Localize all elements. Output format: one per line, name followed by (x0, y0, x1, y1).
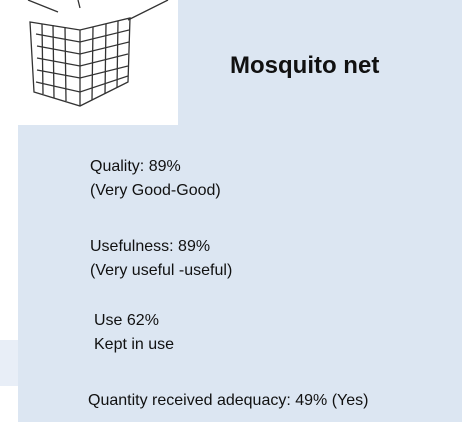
quality-note: (Very Good-Good) (90, 182, 221, 200)
usefulness-note: (Very useful -useful) (90, 262, 232, 280)
usefulness-label: Usefulness: 89% (90, 238, 210, 256)
net-sketch (18, 0, 178, 125)
page: Mosquito net Quality: 89% (Very Good-Goo… (0, 0, 462, 436)
adequacy-label: Quantity received adequacy: 49% (Yes) (88, 392, 368, 410)
title: Mosquito net (230, 52, 379, 80)
quality-label: Quality: 89% (90, 158, 181, 176)
use-label: Use 62% (94, 312, 159, 330)
use-note: Kept in use (94, 336, 174, 354)
side-strip (0, 340, 18, 386)
